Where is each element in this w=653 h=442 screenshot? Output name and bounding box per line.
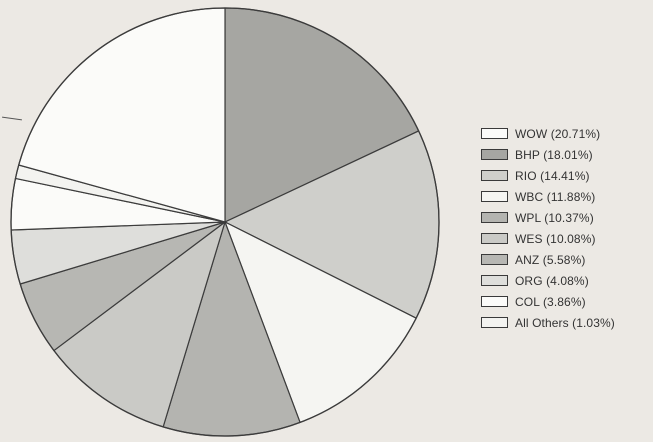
legend-swatch xyxy=(481,317,508,328)
legend-item: BHP (18.01%) xyxy=(481,144,615,165)
legend-item: ANZ (5.58%) xyxy=(481,249,615,270)
legend-item: WES (10.08%) xyxy=(481,228,615,249)
legend-item: WBC (11.88%) xyxy=(481,186,615,207)
legend-item: WOW (20.71%) xyxy=(481,123,615,144)
legend-label: WPL (10.37%) xyxy=(515,210,594,225)
legend-label: All Others (1.03%) xyxy=(515,315,615,330)
legend-label: WES (10.08%) xyxy=(515,231,596,246)
pie-outline xyxy=(10,7,440,437)
legend-swatch xyxy=(481,254,508,265)
legend-label: WBC (11.88%) xyxy=(515,189,596,204)
legend-swatch xyxy=(481,149,508,160)
legend-swatch xyxy=(481,170,508,181)
legend-label: WOW (20.71%) xyxy=(515,126,601,141)
legend-label: ORG (4.08%) xyxy=(515,273,589,288)
legend-item: ORG (4.08%) xyxy=(481,270,615,291)
legend-swatch xyxy=(481,212,508,223)
legend-swatch xyxy=(481,275,508,286)
legend-item: RIO (14.41%) xyxy=(481,165,615,186)
chart-legend: WOW (20.71%) BHP (18.01%) RIO (14.41%) WBC … xyxy=(481,123,615,333)
legend-label: ANZ (5.58%) xyxy=(515,252,586,267)
legend-swatch xyxy=(481,296,508,307)
legend-label: BHP (18.01%) xyxy=(515,147,593,162)
legend-swatch xyxy=(481,233,508,244)
legend-label: COL (3.86%) xyxy=(515,294,586,309)
legend-swatch xyxy=(481,191,508,202)
legend-item: WPL (10.37%) xyxy=(481,207,615,228)
legend-label: RIO (14.41%) xyxy=(515,168,590,183)
pie-slices xyxy=(10,7,440,437)
legend-item: All Others (1.03%) xyxy=(481,312,615,333)
legend-swatch xyxy=(481,128,508,139)
legend-item: COL (3.86%) xyxy=(481,291,615,312)
